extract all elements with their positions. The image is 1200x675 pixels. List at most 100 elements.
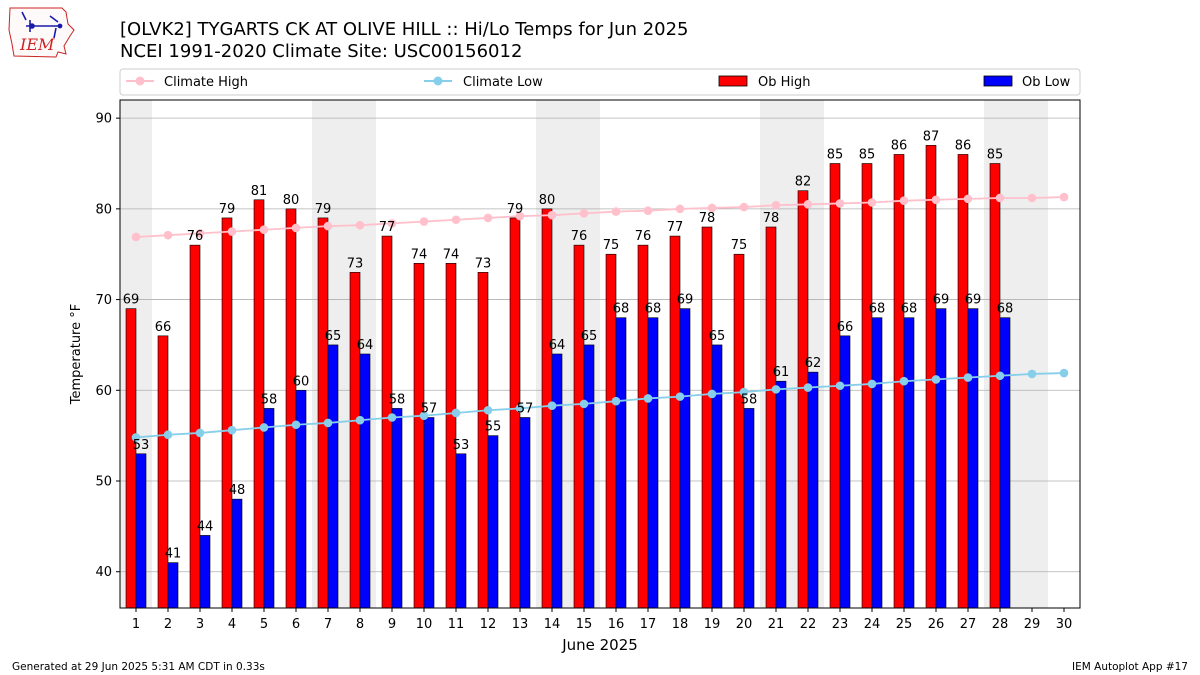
climate-low-point <box>291 420 301 430</box>
climate-low-point <box>355 415 365 425</box>
ob-high-value-label: 85 <box>859 148 876 163</box>
climate-high-point <box>579 209 589 218</box>
climate-low-point <box>259 423 269 432</box>
climate-low-point <box>387 413 397 422</box>
ob-low-bar <box>775 380 787 609</box>
climate-low-point <box>195 428 205 438</box>
ob-low-bar <box>231 498 243 609</box>
climate-high-point <box>1059 192 1069 202</box>
ob-high-value-label: 79 <box>315 202 332 217</box>
y-axis-ticks: 40 50 60 70 80 90 <box>95 112 120 580</box>
x-tick-label: 22 <box>800 617 817 632</box>
climate-high-point <box>835 199 845 208</box>
climate-low-point <box>835 381 845 391</box>
y-tick-label: 80 <box>95 202 112 217</box>
ob-high-value-label: 79 <box>219 202 236 217</box>
weather-station-icon <box>21 11 63 39</box>
chart-subtitle: NCEI 1991-2020 Climate Site: USC00156012 <box>120 41 522 62</box>
ob-high-bar <box>989 163 1001 609</box>
ob-low-bar <box>807 371 819 609</box>
x-tick-label: 7 <box>324 617 332 632</box>
climate-low-point <box>579 399 589 409</box>
climate-high-point <box>995 193 1005 203</box>
climate-high-point <box>643 206 653 215</box>
ob-low-value-label: 68 <box>997 302 1014 317</box>
climate-high-point <box>163 230 173 240</box>
ob-high-value-label: 76 <box>187 229 204 244</box>
ob-low-value-label: 64 <box>357 338 374 353</box>
ob-low-value-label: 48 <box>229 483 246 498</box>
y-tick-label: 90 <box>95 112 112 127</box>
x-tick-label: 14 <box>544 617 561 632</box>
ob-low-value-label: 58 <box>261 392 278 407</box>
climate-low-point <box>739 387 749 397</box>
x-tick-label: 11 <box>448 617 465 632</box>
ob-high-value-label: 79 <box>507 202 524 217</box>
ob-high-value-label: 77 <box>379 220 396 235</box>
ob-low-value-label: 69 <box>965 293 982 308</box>
climate-low-point <box>995 371 1005 381</box>
climate-low-point <box>803 383 813 392</box>
ob-low-value-label: 66 <box>837 320 854 335</box>
y-axis-label: Temperature °F <box>69 304 84 405</box>
climate-low-line <box>135 372 1065 439</box>
climate-high-point <box>611 207 621 216</box>
climate-low-point <box>899 376 909 386</box>
ob-low-value-label: 65 <box>325 329 342 344</box>
ob-high-bar <box>125 308 137 609</box>
ob-low-bar <box>903 317 915 609</box>
ob-high-value-label: 85 <box>827 148 844 163</box>
y-tick-label: 70 <box>95 293 112 308</box>
x-tick-label: 26 <box>928 617 945 632</box>
climate-low-point <box>227 425 237 435</box>
climate-high-point <box>131 232 141 242</box>
ob-low-bar <box>999 317 1011 609</box>
legend-item-ob-low: Ob Low <box>983 75 1071 90</box>
ob-high-value-label: 81 <box>251 184 268 199</box>
x-axis-label: June 2025 <box>561 636 638 654</box>
ob-high-bar <box>765 226 777 609</box>
climate-high-point <box>323 221 333 231</box>
climate-low-point <box>1027 369 1037 379</box>
x-tick-label: 18 <box>672 617 689 632</box>
ob-low-value-label: 53 <box>453 438 470 453</box>
legend-label: Climate Low <box>463 75 543 90</box>
ob-high-bar <box>573 244 585 609</box>
ob-high-bar <box>189 244 201 609</box>
climate-low-point <box>707 389 717 399</box>
ob-high-value-label: 78 <box>763 211 780 226</box>
ob-high-value-label: 66 <box>155 320 172 335</box>
climate-high-point <box>1027 193 1037 203</box>
ob-low-bar <box>167 562 179 609</box>
ob-low-value-label: 58 <box>741 392 758 407</box>
ob-high-bar <box>413 262 425 609</box>
ob-low-bar <box>359 353 371 609</box>
climate-high-point <box>387 219 397 228</box>
bar-value-labels: 69 53 66 41 76 44 79 48 81 58 80 60 79 65 73 64 77 58 74 57… <box>123 129 1014 561</box>
x-tick-label: 25 <box>896 617 913 632</box>
ob-low-value-label: 41 <box>165 547 182 562</box>
y-tick-label: 50 <box>95 475 112 490</box>
ob-high-bar <box>445 262 457 609</box>
ob-low-value-label: 55 <box>485 420 502 435</box>
ob-high-value-label: 75 <box>603 238 620 253</box>
x-tick-label: 5 <box>260 617 268 632</box>
ob-low-bar <box>583 344 595 609</box>
ob-low-bar <box>679 308 691 609</box>
climate-high-point <box>931 195 941 205</box>
ob-high-bar <box>797 190 809 609</box>
climate-low-point <box>451 408 461 418</box>
ob-low-bar <box>391 408 403 609</box>
x-tick-label: 27 <box>960 617 977 632</box>
x-tick-label: 24 <box>864 617 881 632</box>
ob-low-bar <box>647 317 659 609</box>
ob-high-value-label: 73 <box>347 256 364 271</box>
legend-label: Ob Low <box>1022 75 1071 90</box>
climate-high-point <box>291 223 301 233</box>
ob-low-value-label: 57 <box>517 402 534 417</box>
legend-frame <box>119 68 1081 96</box>
x-tick-label: 4 <box>228 617 236 632</box>
legend-label: Ob High <box>758 75 811 90</box>
ob-high-value-label: 82 <box>795 175 812 190</box>
x-axis-ticks: 1 2 3 4 5 6 7 8 9 10 11 12 13 14 15 16 17 18 19 20 21 22 23 24 2… <box>132 608 1072 632</box>
